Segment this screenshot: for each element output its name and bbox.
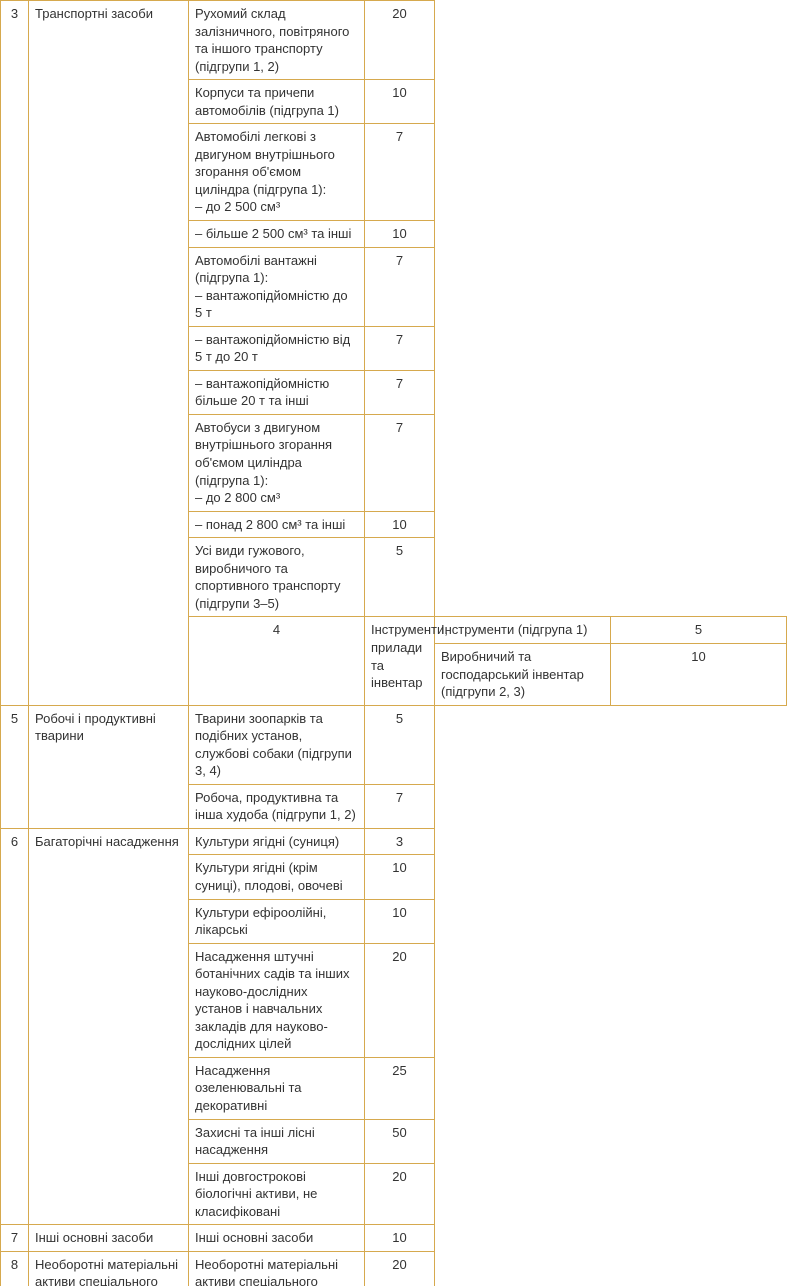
description-cell: Автомобілі легкові з двигуном внутрішньо… <box>189 124 365 221</box>
description-cell: Насадження штучні ботанічних садів та ін… <box>189 943 365 1057</box>
value-cell: 10 <box>365 221 435 248</box>
description-cell: Робоча, продуктивна та інша худоба (підг… <box>189 784 365 828</box>
row-number: 6 <box>1 828 29 1224</box>
description-cell: – вантажопідйомністю більше 20 т та інші <box>189 370 365 414</box>
value-cell: 7 <box>365 326 435 370</box>
value-cell: 5 <box>611 617 787 644</box>
description-cell: Автомобілі вантажні (підгрупа 1):– ванта… <box>189 247 365 326</box>
value-cell: 10 <box>365 80 435 124</box>
row-number: 3 <box>1 1 29 706</box>
description-cell: Корпуси та причепи автомобілів (підгрупа… <box>189 80 365 124</box>
category-cell: Інструменти, прилади та інвентар <box>365 617 435 705</box>
description-cell: Захисні та інші лісні насадження <box>189 1119 365 1163</box>
description-cell: – вантажопідйомністю від 5 т до 20 т <box>189 326 365 370</box>
description-cell: – більше 2 500 см³ та інші <box>189 221 365 248</box>
value-cell: 7 <box>365 784 435 828</box>
value-cell: 7 <box>365 247 435 326</box>
table-row: 8Необоротні матеріальні активи спеціальн… <box>1 1251 787 1286</box>
description-cell: Культури ягідні (крім суниці), плодові, … <box>189 855 365 899</box>
table-row: 3Транспортні засобиРухомий склад залізни… <box>1 1 787 80</box>
value-cell: 5 <box>365 705 435 784</box>
description-cell: Автобуси з двигуном внутрішнього згоранн… <box>189 414 365 511</box>
row-number: 5 <box>1 705 29 828</box>
description-cell: Виробничий та господарський інвентар (пі… <box>435 643 611 705</box>
value-cell: 7 <box>365 414 435 511</box>
description-cell: Культури ягідні (суниця) <box>189 828 365 855</box>
row-number: 8 <box>1 1251 29 1286</box>
category-cell: Інші основні засоби <box>29 1225 189 1252</box>
value-cell: 10 <box>365 855 435 899</box>
value-cell: 3 <box>365 828 435 855</box>
value-cell: 20 <box>365 1163 435 1225</box>
table-row: 6Багаторічні насадженняКультури ягідні (… <box>1 828 787 855</box>
description-cell: Культури ефіроолійні, лікарські <box>189 899 365 943</box>
description-cell: Необоротні матеріальні активи спеціально… <box>189 1251 365 1286</box>
value-cell: 10 <box>365 899 435 943</box>
description-cell: Інші довгострокові біологічні активи, не… <box>189 1163 365 1225</box>
category-cell: Необоротні матеріальні активи спеціально… <box>29 1251 189 1286</box>
category-cell: Багаторічні насадження <box>29 828 189 1224</box>
value-cell: 10 <box>611 643 787 705</box>
table-row: 7Інші основні засобиІнші основні засоби1… <box>1 1225 787 1252</box>
value-cell: 7 <box>365 124 435 221</box>
category-cell: Транспортні засоби <box>29 1 189 706</box>
description-cell: Інші основні засоби <box>189 1225 365 1252</box>
value-cell: 7 <box>365 370 435 414</box>
description-cell: Усі види гужового, виробничого та спорти… <box>189 538 365 617</box>
table-row: 5Робочі і продуктивні твариниТварини зоо… <box>1 705 787 784</box>
value-cell: 25 <box>365 1057 435 1119</box>
value-cell: 20 <box>365 943 435 1057</box>
value-cell: 10 <box>365 511 435 538</box>
description-cell: Насадження озеленювальні та декоративні <box>189 1057 365 1119</box>
description-cell: Інструменти (підгрупа 1) <box>435 617 611 644</box>
row-number: 4 <box>189 617 365 705</box>
description-cell: Рухомий склад залізничного, повітряного … <box>189 1 365 80</box>
value-cell: 50 <box>365 1119 435 1163</box>
description-cell: – понад 2 800 см³ та інші <box>189 511 365 538</box>
assets-table: 3Транспортні засобиРухомий склад залізни… <box>0 0 787 1286</box>
value-cell: 10 <box>365 1225 435 1252</box>
category-cell: Робочі і продуктивні тварини <box>29 705 189 828</box>
row-number: 7 <box>1 1225 29 1252</box>
value-cell: 20 <box>365 1 435 80</box>
value-cell: 5 <box>365 538 435 617</box>
value-cell: 20 <box>365 1251 435 1286</box>
description-cell: Тварини зоопарків та подібних установ, с… <box>189 705 365 784</box>
